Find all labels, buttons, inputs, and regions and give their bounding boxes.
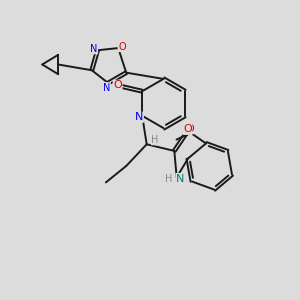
Text: O: O xyxy=(113,80,122,90)
Text: O: O xyxy=(118,42,126,52)
Text: O: O xyxy=(183,124,192,134)
Text: N: N xyxy=(90,44,98,54)
Text: H: H xyxy=(152,135,159,145)
Text: N: N xyxy=(103,82,110,93)
Text: O: O xyxy=(185,124,194,134)
Text: N: N xyxy=(135,112,143,122)
Text: H: H xyxy=(165,173,172,184)
Text: N: N xyxy=(176,173,184,184)
